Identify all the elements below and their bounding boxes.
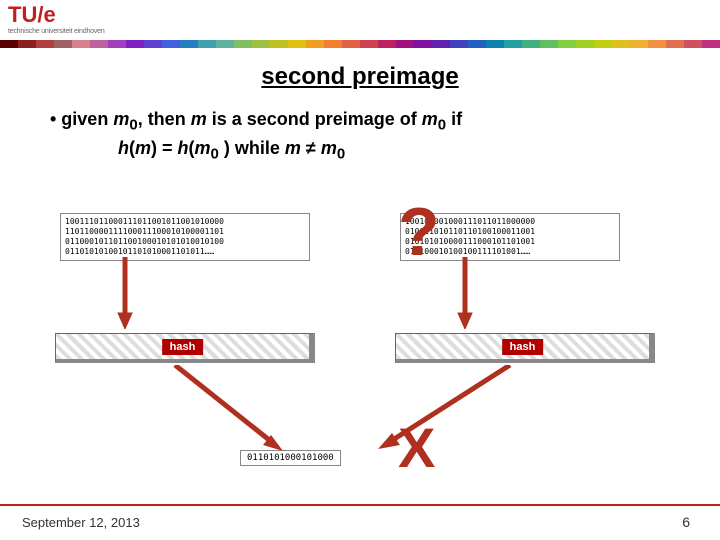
- t1: , then: [138, 109, 191, 129]
- m3: m: [285, 138, 301, 158]
- var-m: m: [191, 109, 207, 129]
- var-m0: m: [113, 109, 129, 129]
- arrow-left-in: [115, 257, 135, 329]
- sub-0: 0: [129, 117, 137, 134]
- var-m0b: m: [422, 109, 438, 129]
- t2: is a second preimage of: [207, 109, 422, 129]
- hash-bar-right: hash: [395, 333, 655, 363]
- bullet-prefix: • given: [50, 109, 113, 129]
- t3: if: [446, 109, 462, 129]
- bullet-subline: h(m) = h(m0 ) while m ≠ m0: [118, 138, 720, 163]
- m4: m: [321, 138, 337, 158]
- h2: h: [178, 138, 189, 158]
- bullet-section: • given m0, then m is a second preimage …: [50, 109, 720, 162]
- hash-bar-left: hash: [55, 333, 315, 363]
- diagram: 100111011000111011001011001010000 110110…: [0, 225, 720, 505]
- arrow-right-out: [370, 365, 520, 460]
- converge-x-icon: X: [398, 415, 435, 480]
- logo-sub: technische universiteit eindhoven: [8, 28, 105, 35]
- footer: September 12, 2013 6: [0, 504, 720, 540]
- footer-page-number: 6: [682, 514, 690, 530]
- sub2: 0: [211, 145, 219, 162]
- arrow-right-in: [455, 257, 475, 329]
- neq: ≠: [301, 138, 321, 158]
- hash-label-left: hash: [162, 339, 204, 355]
- logo: TU/e technische universiteit eindhoven: [8, 2, 105, 35]
- sub4: 0: [337, 145, 345, 162]
- question-mark-icon: ?: [398, 193, 440, 271]
- p2: ) =: [151, 138, 178, 158]
- p4: ) while: [219, 138, 285, 158]
- color-stripe: [0, 40, 720, 48]
- m2: m: [195, 138, 211, 158]
- arrow-left-out: [165, 365, 295, 460]
- footer-date: September 12, 2013: [22, 515, 140, 530]
- slide-title: second preimage: [0, 63, 720, 91]
- bullet-line: • given m0, then m is a second preimage …: [50, 109, 720, 134]
- content: second preimage • given m0, then m is a …: [0, 55, 720, 500]
- binary-block-left: 100111011000111011001011001010000 110110…: [60, 213, 310, 261]
- logo-main: TU/e: [8, 2, 105, 28]
- h1: h: [118, 138, 129, 158]
- hash-label-right: hash: [502, 339, 544, 355]
- header: TU/e technische universiteit eindhoven: [0, 0, 720, 40]
- sub-0b: 0: [438, 117, 446, 134]
- m1: m: [135, 138, 151, 158]
